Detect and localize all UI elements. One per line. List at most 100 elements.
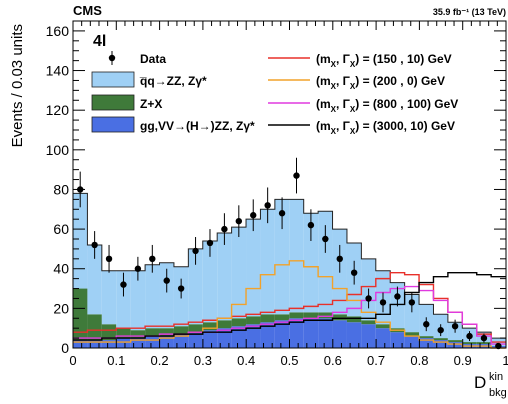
- legend-label: q̅q→ZZ, Zγ*: [139, 74, 207, 88]
- stack-bar: [202, 330, 218, 348]
- stack-bar: [173, 334, 189, 348]
- stack-bar: [130, 270, 146, 331]
- stack-bar: [159, 336, 174, 348]
- stack-bar: [217, 320, 232, 329]
- stack-bar: [274, 320, 290, 348]
- stack-bar: [202, 240, 218, 323]
- data-point: [134, 265, 142, 272]
- data-point: [408, 299, 416, 306]
- stack-bar: [130, 330, 146, 339]
- data-point: [192, 247, 199, 255]
- stack-bar: [116, 270, 131, 329]
- stack-bar: [87, 314, 102, 341]
- stack-bar: [332, 314, 347, 321]
- stack-bar: [73, 193, 88, 289]
- data-point: [149, 255, 156, 263]
- signal-line: [73, 271, 506, 341]
- x-tick-label: 0.5: [280, 353, 298, 368]
- stack-bar: [231, 326, 247, 348]
- stack-bar: [375, 324, 391, 329]
- stack-bar: [188, 248, 203, 325]
- stack-bar: [188, 324, 203, 333]
- experiment-label: CMS: [73, 3, 102, 18]
- signal-lines-layer: [73, 260, 506, 349]
- stack-bar: [231, 318, 247, 327]
- y-tick-label: 0: [61, 340, 69, 356]
- stack-bar: [303, 213, 319, 313]
- stack-bar: [217, 328, 232, 348]
- data-point: [177, 285, 185, 292]
- stack-bar: [476, 342, 492, 345]
- data-point: [120, 281, 127, 288]
- data-point: [163, 277, 170, 284]
- stack-bar: [145, 336, 160, 348]
- data-points-layer: [77, 157, 502, 350]
- x-axis-title-sup: kin: [489, 371, 503, 383]
- data-point: [466, 332, 473, 340]
- stack-bar: [447, 342, 463, 348]
- legend-label: Z+X: [140, 97, 162, 111]
- stack-bar: [361, 324, 376, 348]
- stack-bar: [246, 324, 261, 348]
- stack-bar: [173, 326, 189, 335]
- x-tick-label: 0.3: [194, 353, 212, 368]
- legend-signal-label: (mX, ΓX) = (3000, 10) GeV: [316, 119, 455, 136]
- x-tick-label: 1: [502, 353, 508, 368]
- x-tick-label: 0: [69, 353, 76, 368]
- stack-bar: [289, 199, 304, 313]
- y-tick-label: 40: [53, 261, 69, 277]
- data-point: [206, 239, 214, 247]
- stack-bar: [73, 288, 88, 341]
- data-point: [322, 235, 329, 243]
- stack-bar: [116, 338, 131, 348]
- stack-bar: [462, 342, 477, 345]
- x-axis-title-sub: bkg: [489, 387, 507, 399]
- y-tick-label: 120: [46, 102, 70, 118]
- y-tick-label: 100: [46, 142, 70, 158]
- stack-bar: [130, 338, 146, 348]
- data-point: [480, 334, 488, 342]
- x-tick-label: 0.7: [367, 353, 385, 368]
- stack-bar: [404, 332, 420, 337]
- stack-bar: [433, 338, 448, 341]
- stack-bar: [404, 336, 420, 348]
- stack-bar: [346, 322, 362, 348]
- stack-bar: [246, 219, 261, 317]
- stack-bar: [332, 320, 347, 348]
- data-point: [423, 321, 430, 328]
- data-point: [221, 225, 228, 233]
- data-point: [350, 269, 358, 276]
- x-tick-label: 0.6: [324, 353, 342, 368]
- stack-bar: [159, 262, 174, 329]
- legend-swatch: [91, 94, 135, 111]
- stack-bar: [188, 332, 203, 348]
- x-tick-label: 0.1: [107, 353, 125, 368]
- stack-bar: [289, 318, 304, 348]
- stack-bar: [101, 340, 117, 348]
- stack-bar: [202, 322, 218, 331]
- stack-bar: [346, 316, 362, 323]
- x-axis-title: D: [474, 373, 486, 392]
- stack-bar: [361, 320, 376, 325]
- legend-signal-label: (mX, ΓX) = (200 , 0) GeV: [316, 74, 445, 91]
- y-tick-label: 140: [46, 63, 70, 79]
- stack-bar: [447, 340, 463, 343]
- stack-bar: [231, 227, 247, 319]
- stack-layer: [72, 192, 506, 348]
- stack-bar: [375, 328, 391, 348]
- x-tick-label: 0.4: [237, 353, 255, 368]
- data-point: [437, 326, 444, 334]
- stack-bar: [73, 340, 88, 348]
- stack-bar: [419, 338, 434, 348]
- stack-bar: [404, 294, 420, 333]
- data-point: [336, 255, 343, 263]
- data-point: [379, 299, 387, 306]
- data-point: [235, 217, 243, 225]
- stack-bar: [246, 316, 261, 325]
- stack-bar: [318, 318, 333, 348]
- stack-bar: [87, 340, 102, 348]
- x-tick-label: 0.2: [151, 353, 169, 368]
- y-tick-label: 60: [53, 221, 69, 237]
- stack-bar: [289, 312, 304, 319]
